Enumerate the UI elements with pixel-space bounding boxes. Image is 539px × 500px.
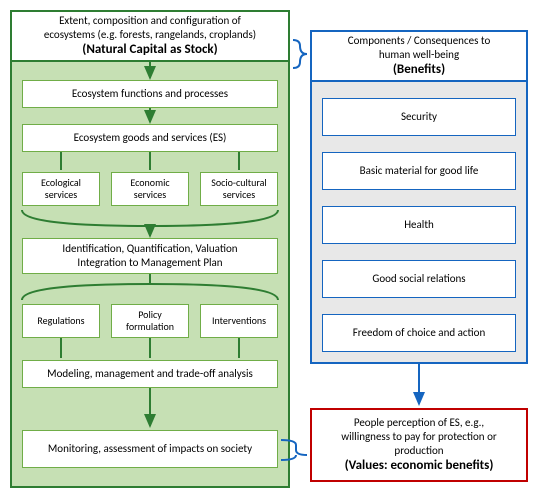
right-header-l3: (Benefits) bbox=[393, 62, 445, 78]
modeling-box: Modeling, management and trade-off analy… bbox=[22, 360, 278, 388]
regulations-text: Regulations bbox=[37, 315, 84, 328]
regulations-box: Regulations bbox=[22, 304, 100, 338]
left-header-line1: Extent, composition and configuration of bbox=[59, 14, 241, 28]
interventions-text: Interventions bbox=[212, 315, 266, 328]
health-box: Health bbox=[322, 206, 516, 244]
ecological-services-box: Ecological services bbox=[22, 172, 100, 206]
freedom-text: Freedom of choice and action bbox=[353, 326, 486, 340]
ecosystem-functions-text: Ecosystem functions and processes bbox=[72, 87, 228, 101]
social-relations-text: Good social relations bbox=[372, 272, 465, 286]
social-relations-box: Good social relations bbox=[322, 260, 516, 298]
modeling-text: Modeling, management and trade-off analy… bbox=[47, 367, 253, 381]
monitoring-box: Monitoring, assessment of impacts on soc… bbox=[22, 430, 278, 468]
right-header-l1: Components / Consequences to bbox=[348, 34, 491, 48]
basic-material-text: Basic material for good life bbox=[360, 164, 479, 178]
interventions-box: Interventions bbox=[200, 304, 278, 338]
freedom-box: Freedom of choice and action bbox=[322, 314, 516, 352]
ecosystem-goods-text: Ecosystem goods and services (ES) bbox=[74, 131, 227, 145]
values-l4: (Values: economic benefits) bbox=[345, 458, 494, 474]
policy-box: Policy formulation bbox=[111, 304, 189, 338]
iqv-box: Identification, Quantification, Valuatio… bbox=[22, 238, 278, 274]
iqv-l1: Identification, Quantification, Valuatio… bbox=[62, 242, 237, 256]
values-box: People perception of ES, e.g., willingne… bbox=[310, 408, 528, 482]
monitoring-text: Monitoring, assessment of impacts on soc… bbox=[48, 442, 252, 456]
values-l2: willingness to pay for protection or bbox=[341, 430, 496, 444]
policy-l2: formulation bbox=[126, 321, 174, 334]
right-header-l2: human well-being bbox=[379, 48, 459, 62]
economic-l2: services bbox=[134, 189, 166, 202]
basic-material-box: Basic material for good life bbox=[322, 152, 516, 190]
socio-l2: services bbox=[223, 189, 255, 202]
security-box: Security bbox=[322, 98, 516, 136]
values-l3: production bbox=[394, 444, 443, 458]
left-header-line2: ecosystems (e.g. forests, rangelands, cr… bbox=[44, 28, 256, 42]
values-l1: People perception of ES, e.g., bbox=[354, 416, 484, 430]
left-header-line3: (Natural Capital as Stock) bbox=[82, 42, 217, 58]
ecological-l2: services bbox=[45, 189, 77, 202]
security-text: Security bbox=[401, 110, 437, 124]
left-header: Extent, composition and configuration of… bbox=[10, 10, 290, 62]
iqv-l2: Integration to Management Plan bbox=[77, 256, 222, 270]
ecosystem-functions-box: Ecosystem functions and processes bbox=[22, 80, 278, 108]
economic-services-box: Economic services bbox=[111, 172, 189, 206]
right-header: Components / Consequences to human well-… bbox=[310, 30, 528, 82]
health-text: Health bbox=[404, 218, 434, 232]
sociocultural-services-box: Socio-cultural services bbox=[200, 172, 278, 206]
ecosystem-goods-box: Ecosystem goods and services (ES) bbox=[22, 124, 278, 152]
